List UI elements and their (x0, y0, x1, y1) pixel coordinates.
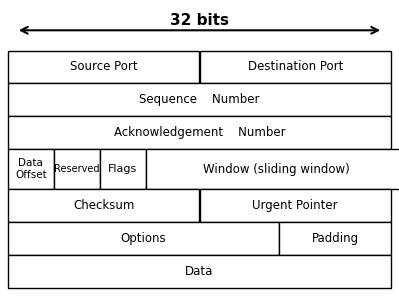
Text: Destination Port: Destination Port (247, 60, 343, 73)
Bar (54, 149, 100, 189)
Text: Reserved: Reserved (54, 164, 100, 174)
Text: Acknowledgement    Number: Acknowledgement Number (114, 126, 285, 139)
Bar (279, 222, 391, 255)
Text: Flags: Flags (108, 164, 137, 174)
Text: 32 bits: 32 bits (170, 13, 229, 28)
Text: Urgent Pointer: Urgent Pointer (253, 199, 338, 212)
Bar (200, 51, 391, 83)
Bar (8, 83, 391, 116)
Text: Source Port: Source Port (70, 60, 138, 73)
Text: Data
Offset: Data Offset (15, 158, 47, 180)
Text: Window (sliding window): Window (sliding window) (203, 163, 350, 176)
Bar (146, 149, 399, 189)
Text: Data: Data (185, 265, 214, 278)
Bar (100, 149, 146, 189)
Text: Options: Options (121, 232, 166, 245)
Bar (8, 51, 199, 83)
Bar (200, 189, 391, 222)
Text: Padding: Padding (312, 232, 359, 245)
Bar (8, 255, 391, 288)
Bar (8, 222, 279, 255)
Bar (8, 189, 199, 222)
Text: Sequence    Number: Sequence Number (139, 93, 260, 106)
Text: Checksum: Checksum (73, 199, 134, 212)
Bar (8, 149, 54, 189)
Bar (8, 116, 391, 149)
